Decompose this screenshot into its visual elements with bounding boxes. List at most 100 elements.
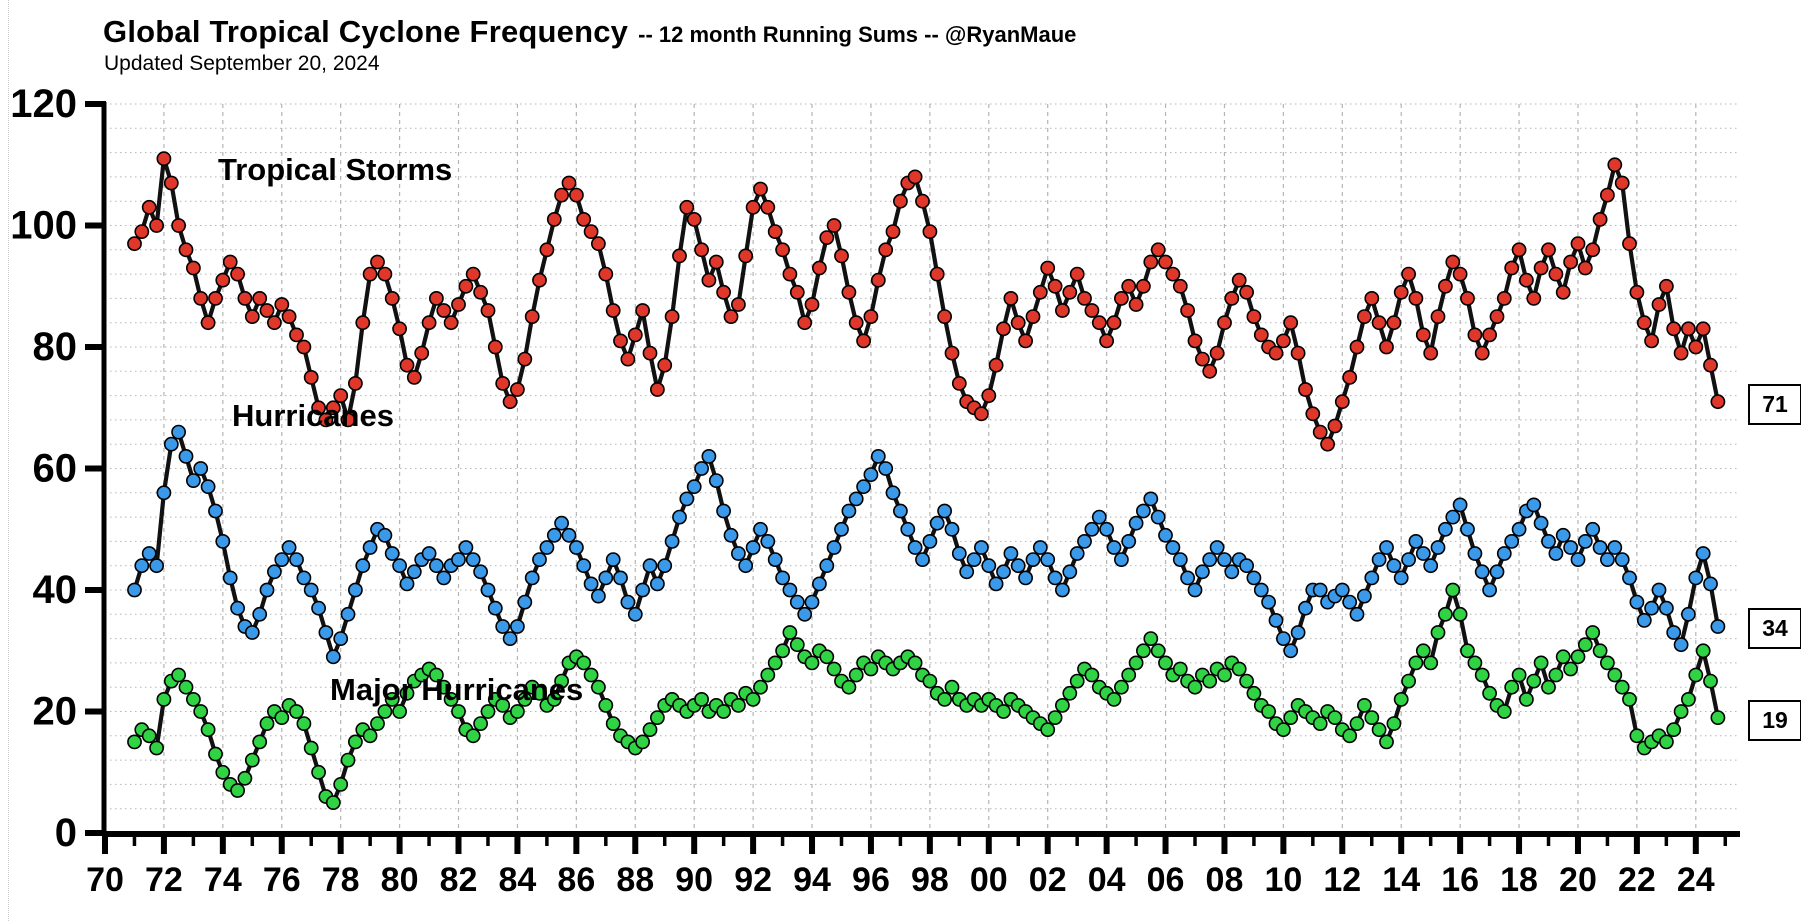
data-point [200,479,216,495]
data-point [443,315,459,331]
data-point [554,187,569,203]
series-hurricanes [127,424,1726,665]
data-point [1136,278,1151,294]
data-point [1467,327,1483,343]
data-point [863,661,879,677]
data-point [200,722,216,738]
data-point [1710,619,1726,634]
data-point [1209,345,1225,361]
data-point [701,272,717,288]
data-point [1695,643,1711,659]
x-tick-label: 74 [204,861,242,899]
chart-header: Global Tropical Cyclone Frequency -- 12 m… [103,14,1076,50]
data-point [775,570,790,586]
data-point [863,467,879,482]
data-point [1246,309,1262,324]
x-tick-label: 98 [911,861,949,899]
data-point [237,770,253,786]
data-point [1452,497,1468,513]
data-point [1644,600,1659,616]
data-point [163,175,179,191]
data-point [1010,315,1026,331]
data-point [944,521,960,537]
series-tropical-storms [127,151,1726,452]
grid [105,103,1740,833]
data-point [1136,503,1151,519]
data-point [1666,722,1682,738]
data-point [1136,643,1151,659]
data-point [259,303,275,318]
data-point [1018,333,1033,349]
y-tick-label: 120 [10,82,77,126]
data-point [1496,546,1512,561]
data-point [915,552,930,567]
data-point [627,327,643,343]
data-point [1003,546,1019,561]
data-point [686,479,702,495]
data-point [465,728,481,744]
data-point [208,503,223,519]
data-point [1172,552,1188,567]
data-point [252,606,268,622]
data-point [974,406,989,422]
data-point [1541,242,1556,258]
data-point [178,679,194,695]
data-point [1393,570,1409,586]
data-point [1158,527,1173,543]
data-point [635,734,650,750]
data-point [1202,363,1218,379]
data-point [1526,290,1542,306]
data-point [767,224,783,239]
data-point [1246,570,1262,586]
x-tick-label: 20 [1559,861,1597,899]
data-point [1032,284,1048,300]
data-point [1386,315,1402,331]
data-point [274,710,290,725]
data-point [1681,321,1696,337]
data-point [1659,600,1674,616]
data-point [1069,546,1085,561]
data-point [252,290,268,306]
data-point [627,606,643,622]
data-point [1106,315,1122,331]
data-point [1496,704,1512,719]
data-point [1231,272,1247,288]
data-point [1150,242,1166,258]
data-point [274,552,290,567]
data-point [428,667,444,683]
data-point [1577,534,1593,549]
data-point [340,752,356,768]
data-point [370,254,385,270]
data-point [1474,564,1490,580]
data-point [141,546,157,561]
data-point [546,692,562,707]
data-point [1312,716,1328,731]
data-point [1607,667,1623,683]
series-major-hurricanes [127,582,1726,810]
data-point [1077,534,1092,549]
data-point [605,716,621,731]
data-point [1180,570,1195,586]
data-point [502,394,518,410]
data-point [171,667,186,683]
data-point [539,540,555,555]
data-point [1025,552,1041,567]
data-point [1268,345,1284,361]
data-point [399,685,415,701]
data-point [1474,345,1490,361]
end-value-badge-tropical-storms: 71 [1748,383,1801,425]
data-point [1673,637,1689,653]
data-point [451,704,466,719]
x-tick-label: 96 [852,861,890,899]
data-point [517,692,533,707]
data-point [1342,594,1358,610]
data-point [694,692,709,707]
data-point [1121,278,1137,294]
data-point [193,704,209,719]
data-point [281,540,297,555]
data-point [650,576,665,592]
x-tick-label: 06 [1147,861,1185,899]
data-point [318,412,334,428]
data-point [716,284,731,300]
data-point [1519,692,1534,707]
